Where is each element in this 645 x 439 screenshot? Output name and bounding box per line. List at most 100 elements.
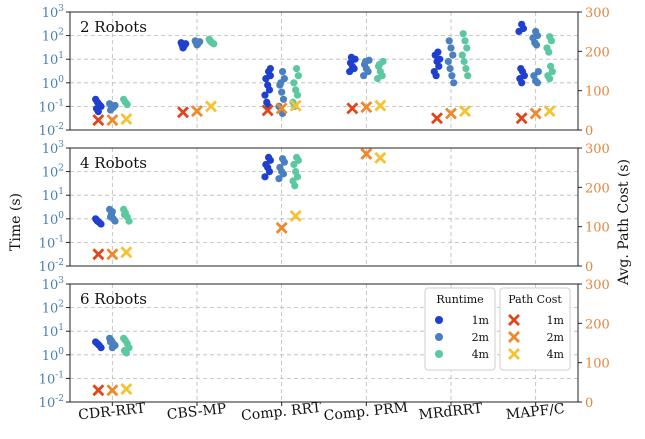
y-tick-label-right: 200 bbox=[585, 181, 610, 196]
legend-box bbox=[424, 287, 496, 371]
path-cost-marker bbox=[275, 221, 288, 234]
y-tick-label-left: 103 bbox=[42, 4, 65, 21]
y-tick-label-left: 103 bbox=[42, 276, 65, 293]
runtime-point bbox=[280, 158, 288, 166]
runtime-point bbox=[360, 72, 368, 80]
panel-frame bbox=[69, 11, 579, 131]
runtime-point bbox=[432, 72, 440, 80]
path-cost-marker bbox=[92, 384, 105, 397]
path-cost-marker bbox=[92, 248, 105, 261]
legend-label: 2m bbox=[547, 331, 565, 344]
y-tick-label-right: 300 bbox=[585, 278, 610, 293]
panel-title: 6 Robots bbox=[80, 290, 147, 308]
runtime-point bbox=[94, 108, 102, 116]
runtime-point bbox=[290, 79, 298, 87]
runtime-point bbox=[458, 51, 466, 59]
runtime-point bbox=[462, 64, 470, 73]
legend-label: 4m bbox=[547, 348, 565, 361]
y-tick-label-left: 103 bbox=[42, 140, 65, 157]
y-tick-label-right: 0 bbox=[585, 260, 593, 275]
runtime-point bbox=[464, 72, 472, 80]
path-cost-marker bbox=[191, 105, 203, 118]
path-cost-marker bbox=[205, 100, 217, 113]
runtime-point bbox=[106, 338, 115, 346]
path-cost-marker bbox=[459, 105, 471, 118]
path-cost-marker bbox=[275, 102, 288, 115]
runtime-point bbox=[293, 91, 302, 99]
x-tick-label: CBS-MP bbox=[166, 401, 227, 423]
y-tick-label-left: 10-1 bbox=[39, 98, 64, 115]
legend-title: Runtime bbox=[436, 293, 483, 306]
x-tick-label: CDR-RRT bbox=[78, 400, 147, 423]
runtime-point bbox=[545, 48, 553, 56]
runtime-point bbox=[445, 37, 453, 45]
runtime-point bbox=[279, 95, 288, 103]
runtime-point bbox=[436, 55, 444, 63]
runtime-point bbox=[374, 75, 382, 83]
runtime-point bbox=[266, 64, 274, 73]
path-cost-marker bbox=[106, 384, 119, 397]
path-cost-marker bbox=[106, 114, 119, 127]
x-tick-label: Comp. RRT bbox=[240, 400, 322, 424]
runtime-point bbox=[434, 48, 442, 56]
runtime-point bbox=[123, 100, 131, 109]
x-tick-label: Comp. PRM bbox=[323, 400, 409, 425]
y-tick-label-left: 100 bbox=[42, 75, 65, 92]
runtime-point bbox=[533, 79, 542, 87]
y-axis-label-right: Avg. Path Cost (s) bbox=[616, 159, 632, 286]
runtime-point bbox=[92, 216, 101, 224]
y-tick-label-right: 100 bbox=[585, 357, 610, 372]
runtime-point bbox=[532, 41, 541, 49]
runtime-point bbox=[515, 27, 523, 36]
legend-marker bbox=[508, 314, 520, 326]
y-tick-label-right: 100 bbox=[585, 85, 610, 100]
runtime-point bbox=[450, 79, 458, 87]
path-cost-marker bbox=[431, 112, 443, 125]
runtime-point bbox=[193, 41, 201, 49]
runtime-point bbox=[463, 44, 471, 52]
runtime-point bbox=[460, 57, 468, 66]
runtime-point bbox=[279, 170, 288, 178]
y-tick-label-left: 102 bbox=[42, 300, 64, 317]
y-tick-label-left: 101 bbox=[42, 187, 64, 204]
legend-marker bbox=[508, 348, 520, 360]
legend: Runtime 1m 2m 4m Path Cost 1m 2m 4m bbox=[424, 287, 571, 371]
runtime-point bbox=[278, 88, 286, 96]
y-tick-label-left: 102 bbox=[42, 28, 64, 45]
legend-label: 1m bbox=[547, 314, 565, 327]
marks-layer bbox=[92, 20, 556, 397]
path-cost-marker bbox=[543, 105, 556, 118]
runtime-point bbox=[261, 173, 269, 181]
y-tick-label-left: 10-1 bbox=[39, 234, 64, 251]
panel-title: 2 Robots bbox=[80, 18, 147, 36]
runtime-point bbox=[265, 168, 274, 176]
runtime-point bbox=[347, 53, 356, 61]
path-cost-marker bbox=[360, 147, 373, 160]
y-tick-label-left: 102 bbox=[42, 164, 64, 181]
y-tick-label-left: 100 bbox=[42, 211, 65, 228]
path-cost-marker bbox=[289, 210, 302, 223]
path-cost-marker bbox=[120, 383, 133, 396]
runtime-point bbox=[291, 182, 299, 190]
path-cost-marker bbox=[515, 112, 528, 125]
legend-label: 2m bbox=[472, 331, 490, 344]
runtime-point bbox=[446, 64, 454, 73]
path-cost-marker bbox=[92, 114, 105, 127]
panel-frame bbox=[69, 283, 579, 403]
runtime-point bbox=[547, 37, 556, 45]
runtime-point bbox=[261, 91, 269, 99]
legend-marker bbox=[508, 331, 520, 343]
path-cost-marker bbox=[120, 112, 133, 125]
legend-marker bbox=[435, 316, 443, 324]
path-cost-marker bbox=[445, 107, 457, 120]
y-tick-label-left: 101 bbox=[42, 323, 64, 340]
y-tick-label-left: 10-1 bbox=[39, 370, 64, 387]
runtime-point bbox=[449, 51, 457, 59]
path-cost-marker bbox=[346, 102, 359, 115]
runtime-point bbox=[108, 344, 116, 352]
runtime-point bbox=[448, 72, 456, 80]
y-tick-label-right: 100 bbox=[585, 221, 610, 236]
runtime-point bbox=[461, 37, 469, 45]
runtime-point bbox=[262, 75, 270, 83]
